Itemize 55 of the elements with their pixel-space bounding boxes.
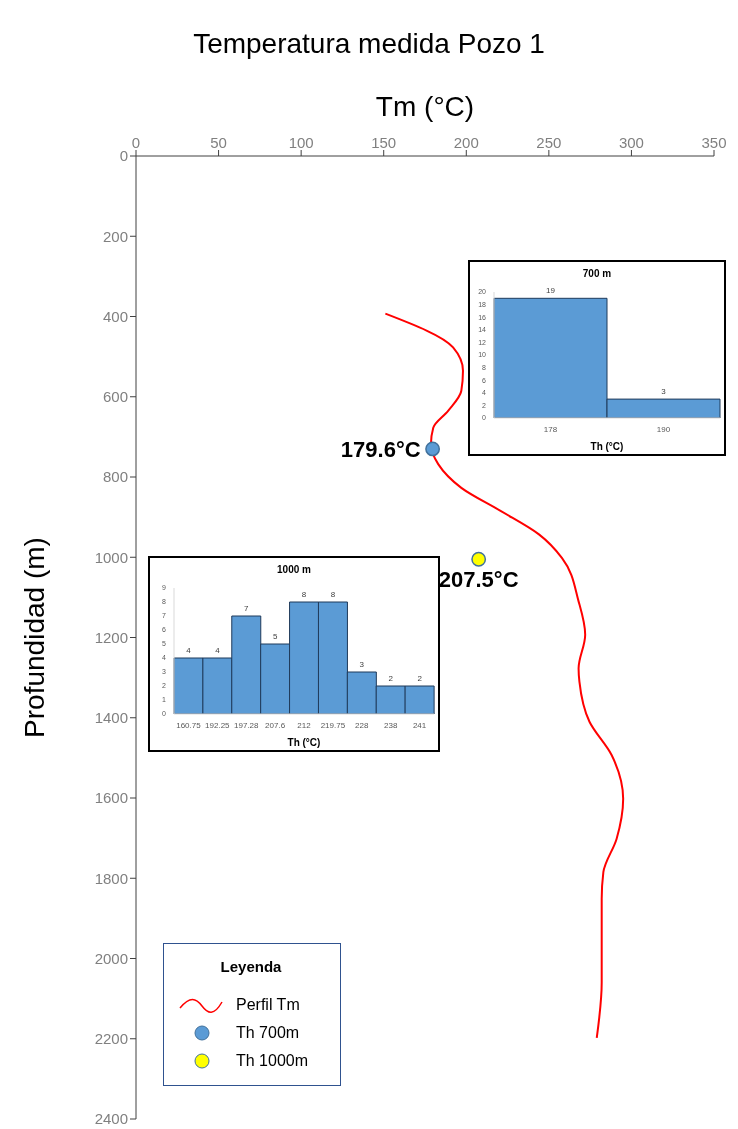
y-tick-label: 1800 bbox=[94, 869, 128, 887]
x-tick-label: 228 bbox=[355, 720, 369, 730]
legend-title: Leyenda bbox=[219, 958, 283, 975]
x-tick-label: 219.75 bbox=[320, 720, 346, 730]
y-tick-label: 2200 bbox=[94, 1030, 128, 1048]
y-tick-label: 1600 bbox=[94, 789, 128, 807]
x-axis-title: Th (°C) bbox=[287, 737, 321, 748]
annotation: 179.6°C bbox=[340, 436, 421, 462]
x-tick-label: 160.75 bbox=[176, 720, 202, 730]
y-tick-label: 1000 bbox=[94, 548, 128, 566]
annotation: 207.5°C bbox=[438, 566, 519, 592]
data-label: 7 bbox=[244, 604, 250, 613]
x-tick-label: 238 bbox=[383, 720, 398, 730]
y-tick-label: 200 bbox=[102, 227, 128, 245]
y-tick-label: 2000 bbox=[94, 949, 128, 967]
x-tick-label: 100 bbox=[288, 134, 314, 151]
data-label: 4 bbox=[186, 646, 192, 655]
y-tick-label: 1200 bbox=[94, 628, 128, 646]
data-label: 2 bbox=[417, 674, 423, 683]
x-tick-label: 150 bbox=[371, 134, 397, 151]
x-axis-title: Th (°C) bbox=[590, 441, 624, 452]
x-tick-label: 207.6 bbox=[265, 720, 286, 730]
legend-label: Perfil Tm bbox=[236, 996, 300, 1014]
x-tick-label: 192.25 bbox=[205, 720, 231, 730]
data-label: 2 bbox=[388, 674, 394, 683]
y-tick-label: 800 bbox=[102, 468, 128, 486]
x-tick-label: 50 bbox=[210, 134, 227, 151]
data-label: 8 bbox=[301, 590, 307, 599]
x-tick-label: 250 bbox=[536, 134, 562, 151]
chart-title: 700 m bbox=[581, 267, 613, 281]
legend-label: Th 700m bbox=[236, 1024, 300, 1042]
data-label: 8 bbox=[330, 590, 336, 599]
y-axis-title: Profundidad (m) bbox=[18, 537, 50, 738]
y-tick-label: 600 bbox=[102, 388, 128, 406]
data-label: 5 bbox=[272, 632, 278, 641]
chart-title: 1000 m bbox=[276, 563, 312, 577]
y-tick-label: 1400 bbox=[94, 709, 128, 727]
x-axis-title: Tm (°C) bbox=[375, 90, 475, 122]
y-tick-label: 400 bbox=[102, 307, 128, 325]
data-label: 3 bbox=[359, 660, 365, 669]
chart-title: Temperatura medida Pozo 1 bbox=[192, 28, 546, 60]
data-label: 3 bbox=[661, 387, 667, 397]
data-label: 4 bbox=[215, 646, 221, 655]
x-tick-label: 178 bbox=[543, 424, 558, 434]
data-label: 19 bbox=[546, 286, 556, 296]
x-tick-label: 190 bbox=[656, 424, 671, 434]
x-tick-label: 350 bbox=[701, 134, 727, 151]
x-tick-label: 212 bbox=[297, 720, 312, 730]
y-tick-label: 2400 bbox=[94, 1110, 128, 1128]
x-tick-label: 197.28 bbox=[233, 720, 260, 730]
x-tick-label: 300 bbox=[618, 134, 644, 151]
x-tick-label: 0 bbox=[131, 134, 141, 151]
y-tick-label: 0 bbox=[119, 147, 128, 165]
x-tick-label: 241 bbox=[412, 720, 427, 730]
legend-label: Th 1000m bbox=[236, 1052, 309, 1070]
